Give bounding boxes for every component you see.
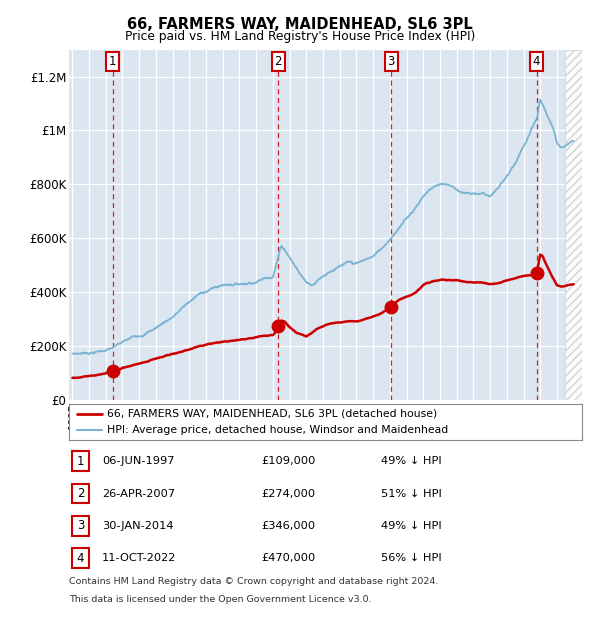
Text: Contains HM Land Registry data © Crown copyright and database right 2024.: Contains HM Land Registry data © Crown c… — [69, 577, 439, 587]
Text: 49% ↓ HPI: 49% ↓ HPI — [381, 456, 442, 466]
Text: Price paid vs. HM Land Registry's House Price Index (HPI): Price paid vs. HM Land Registry's House … — [125, 30, 475, 43]
Text: 66, FARMERS WAY, MAIDENHEAD, SL6 3PL (detached house): 66, FARMERS WAY, MAIDENHEAD, SL6 3PL (de… — [107, 409, 438, 419]
Text: 11-OCT-2022: 11-OCT-2022 — [102, 553, 176, 563]
Text: This data is licensed under the Open Government Licence v3.0.: This data is licensed under the Open Gov… — [69, 595, 371, 604]
Text: £470,000: £470,000 — [261, 553, 315, 563]
Text: 49% ↓ HPI: 49% ↓ HPI — [381, 521, 442, 531]
Text: 4: 4 — [77, 552, 84, 564]
Text: £274,000: £274,000 — [261, 489, 315, 498]
Text: 51% ↓ HPI: 51% ↓ HPI — [381, 489, 442, 498]
Text: 3: 3 — [388, 55, 395, 68]
Text: 66, FARMERS WAY, MAIDENHEAD, SL6 3PL: 66, FARMERS WAY, MAIDENHEAD, SL6 3PL — [127, 17, 473, 32]
Text: 1: 1 — [77, 455, 84, 467]
Text: 06-JUN-1997: 06-JUN-1997 — [102, 456, 175, 466]
Text: 26-APR-2007: 26-APR-2007 — [102, 489, 175, 498]
Text: 4: 4 — [533, 55, 540, 68]
Text: HPI: Average price, detached house, Windsor and Maidenhead: HPI: Average price, detached house, Wind… — [107, 425, 449, 435]
Text: 2: 2 — [77, 487, 84, 500]
Text: 1: 1 — [109, 55, 116, 68]
Text: 56% ↓ HPI: 56% ↓ HPI — [381, 553, 442, 563]
Text: 2: 2 — [274, 55, 282, 68]
Text: 30-JAN-2014: 30-JAN-2014 — [102, 521, 173, 531]
Text: £346,000: £346,000 — [261, 521, 315, 531]
Text: £109,000: £109,000 — [261, 456, 316, 466]
Text: 3: 3 — [77, 520, 84, 532]
